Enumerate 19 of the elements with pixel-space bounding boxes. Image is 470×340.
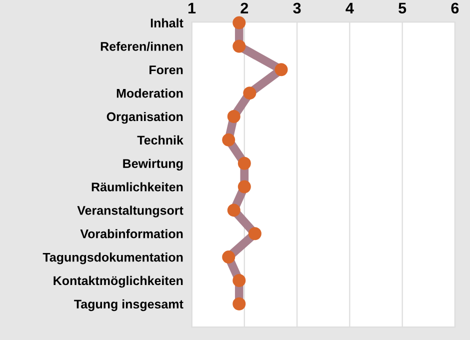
y-tick-label: Foren [150,66,183,74]
y-tick-label: Tagung insgesamt [74,299,184,312]
y-tick-label: Tagungsdokumentation [42,252,183,264]
x-tick-label: 5 [398,2,406,14]
y-tick-label: Referen/innen [100,42,183,52]
y-tick-label: Inhalt [150,18,184,28]
x-tick-label: 2 [240,2,248,14]
y-tick-label: Organisation [106,112,183,124]
y-tick-label: Vorabinformation [80,229,183,238]
y-tick-label: Veranstaltungsort [77,206,184,218]
x-tick-label: 6 [451,2,459,14]
y-tick-label: Bewirtung [123,158,183,171]
x-tick-label: 1 [188,2,196,14]
y-tick-label: Kontaktmöglichkeiten [54,276,183,288]
x-tick-label: 3 [293,2,301,14]
x-tick-label: 4 [346,2,354,14]
y-tick-label: Räumlichkeiten [92,182,183,192]
y-tick-label: Technik [137,135,184,145]
y-tick-label: Moderation [116,88,183,98]
